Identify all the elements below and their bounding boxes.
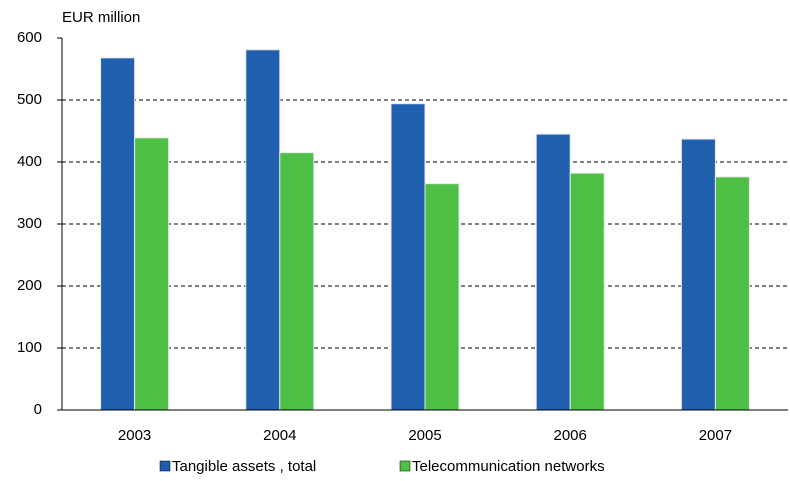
bar	[424, 183, 460, 411]
x-tick-label: 2004	[263, 427, 296, 444]
y-tick-label: 400	[17, 153, 42, 170]
legend-swatch	[399, 460, 411, 472]
legend-label: Tangible assets , total	[172, 458, 316, 475]
bar	[390, 103, 426, 411]
bar	[569, 172, 605, 411]
bar	[535, 133, 571, 411]
legend-swatch	[159, 460, 171, 472]
x-tick-label: 2007	[699, 427, 732, 444]
bar	[134, 137, 170, 411]
x-tick-label: 2005	[408, 427, 441, 444]
y-tick-label: 300	[17, 215, 42, 232]
y-tick-label: 0	[34, 401, 42, 418]
bar	[279, 152, 315, 411]
bar	[245, 49, 281, 411]
y-tick-label: 600	[17, 29, 42, 46]
bar	[714, 176, 750, 411]
legend-label: Telecommunication networks	[412, 458, 605, 475]
bar	[680, 138, 716, 411]
y-tick-label: 100	[17, 339, 42, 356]
y-tick-label: 500	[17, 91, 42, 108]
y-tick-label: 200	[17, 277, 42, 294]
x-tick-label: 2006	[554, 427, 587, 444]
bar	[100, 57, 136, 411]
x-tick-label: 2003	[118, 427, 151, 444]
y-axis-label: EUR million	[62, 9, 140, 26]
